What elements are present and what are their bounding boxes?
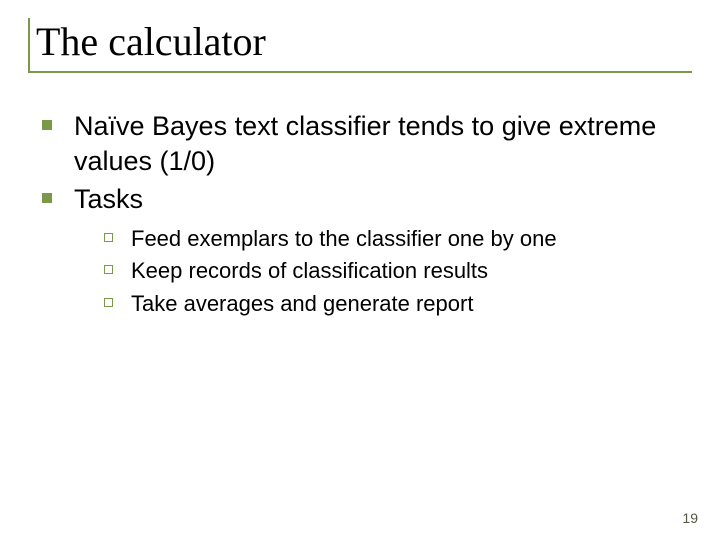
title-bar: The calculator: [28, 18, 692, 73]
bullet-level2: Keep records of classification results: [104, 257, 692, 286]
square-bullet-icon: [42, 120, 52, 130]
bullet-level1: Naïve Bayes text classifier tends to giv…: [42, 109, 692, 178]
bullet-text: Keep records of classification results: [131, 257, 692, 286]
slide-content: Naïve Bayes text classifier tends to giv…: [28, 109, 692, 318]
bullet-text: Tasks: [74, 182, 692, 217]
sub-bullets: Feed exemplars to the classifier one by …: [42, 225, 692, 319]
square-bullet-icon: [42, 193, 52, 203]
open-square-bullet-icon: [104, 233, 113, 242]
open-square-bullet-icon: [104, 298, 113, 307]
bullet-text: Take averages and generate report: [131, 290, 692, 319]
bullet-text: Feed exemplars to the classifier one by …: [131, 225, 692, 254]
bullet-level2: Feed exemplars to the classifier one by …: [104, 225, 692, 254]
page-number: 19: [682, 510, 698, 526]
slide-title: The calculator: [36, 18, 692, 65]
bullet-text: Naïve Bayes text classifier tends to giv…: [74, 109, 692, 178]
open-square-bullet-icon: [104, 265, 113, 274]
bullet-level1: Tasks: [42, 182, 692, 217]
slide: The calculator Naïve Bayes text classifi…: [0, 0, 720, 540]
bullet-level2: Take averages and generate report: [104, 290, 692, 319]
